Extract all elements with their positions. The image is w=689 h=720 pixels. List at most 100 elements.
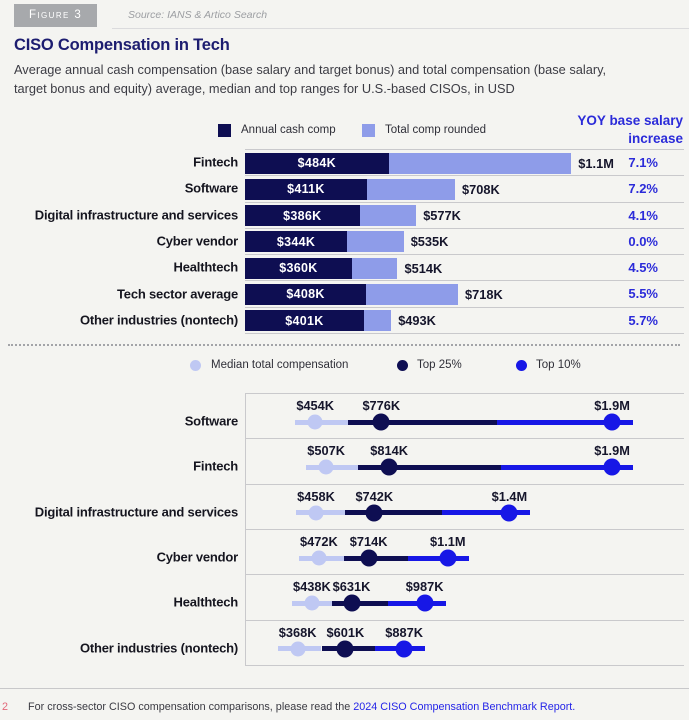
- range-segment-top25: [357, 464, 501, 470]
- bar-chart-row: Digital infrastructure and services $386K…: [0, 201, 684, 228]
- category-cell: Software: [0, 175, 245, 201]
- legend-dot-top10: [516, 360, 527, 371]
- source-text: Source: IANS & Artico Search: [128, 9, 268, 21]
- category-label: Healthtech: [173, 259, 239, 275]
- category-label: Software: [184, 413, 239, 429]
- cash-comp-value-label: $484K: [297, 156, 336, 170]
- page-subtitle: Average annual cash compensation (base s…: [14, 62, 607, 97]
- total-comp-value-label: $1.1M: [578, 155, 614, 171]
- total-comp-value-label: $577K: [423, 208, 461, 224]
- cash-comp-value-label: $411K: [287, 182, 325, 197]
- footnote-marker: 2: [2, 701, 9, 713]
- total-comp-value-label: $535K: [410, 234, 449, 250]
- chart2-left-axis-line: [245, 393, 246, 665]
- total-comp-bar: [359, 205, 417, 227]
- top10-value-label: $887K: [385, 624, 423, 640]
- dot-chart-row: Digital infrastructure and services $458K…: [0, 483, 684, 529]
- footnote-text: For cross-sector CISO compensation compa…: [28, 701, 575, 713]
- top10-value-label: $987K: [405, 579, 444, 595]
- cash-comp-bar: $408K: [245, 283, 366, 305]
- legend-swatch-total-comp: [362, 124, 375, 137]
- bar-group: $408K $718K: [245, 283, 503, 305]
- bar-group: $411K $708K: [245, 178, 500, 200]
- footer-divider: [0, 688, 689, 689]
- bar-plot-area: $484K $1.1M 7.1%: [245, 149, 684, 175]
- bar-chart-row: Software $411K $708K 7.2%: [0, 175, 684, 201]
- yoy-value: 4.1%: [628, 207, 658, 223]
- category-label: Tech sector average: [117, 286, 238, 302]
- median-dot: [304, 595, 320, 611]
- top10-dot: [500, 504, 518, 522]
- category-cell: Healthtech: [0, 254, 245, 280]
- total-comp-value-label: $708K: [461, 181, 500, 197]
- total-comp-bar: [388, 152, 572, 174]
- bar-plot-area: $411K $708K 7.2%: [245, 175, 684, 201]
- category-label: Other industries (nontech): [79, 640, 238, 656]
- range-segment-top10: [441, 510, 531, 516]
- category-cell: Other industries (nontech): [0, 307, 245, 333]
- comp-range-dot-chart: Software $454K $776K $1.9M Fintech $507K $814K…: [0, 393, 684, 665]
- dot-plot-area: $472K $714K $1.1M: [245, 529, 684, 574]
- median-value-label: $507K: [307, 443, 345, 459]
- bar-plot-area: $386K $577K 4.1%: [245, 201, 684, 228]
- cash-comp-value-label: $360K: [279, 261, 318, 276]
- yoy-column-header: YOY base salary increase: [577, 113, 683, 147]
- cash-comp-value-label: $386K: [283, 208, 322, 223]
- cash-comp-value-label: $344K: [276, 234, 316, 249]
- legend-label-cash-comp: Annual cash comp: [241, 124, 336, 136]
- category-label: Healthtech: [173, 594, 239, 610]
- chart2-bottom-gridline: [245, 665, 684, 666]
- category-cell: Cyber vendor: [0, 529, 245, 574]
- bar-group: $344K $535K: [245, 231, 449, 253]
- dot-chart-row: Software $454K $776K $1.9M: [0, 393, 684, 438]
- bar-chart-row: Tech sector average $408K $718K 5.5%: [0, 280, 684, 306]
- category-cell: Other industries (nontech): [0, 620, 245, 665]
- top25-dot: [365, 504, 383, 522]
- cash-comp-value-label: $401K: [285, 313, 324, 328]
- top25-dot: [360, 549, 378, 567]
- category-label: Software: [184, 180, 239, 196]
- legend-label-total-comp: Total comp rounded: [385, 124, 487, 136]
- top10-value-label: $1.9M: [594, 443, 630, 459]
- total-comp-bar: [347, 231, 404, 253]
- total-comp-bar: [363, 310, 392, 332]
- category-cell: Fintech: [0, 149, 245, 175]
- bar-chart-row: Healthtech $360K $514K 4.5%: [0, 254, 684, 280]
- top10-value-label: $1.1M: [430, 534, 466, 550]
- cash-comp-bar: $411K: [245, 178, 367, 200]
- category-label: Cyber vendor: [156, 233, 239, 249]
- legend-swatch-cash-comp: [218, 124, 231, 137]
- yoy-value: 0.0%: [628, 233, 658, 249]
- top25-dot: [336, 640, 354, 658]
- category-cell: Healthtech: [0, 574, 245, 619]
- range-segment-top25: [345, 510, 442, 516]
- top10-dot: [603, 413, 621, 431]
- legend-dot-top25: [397, 360, 408, 371]
- median-value-label: $368K: [278, 624, 317, 640]
- total-comp-bar: [366, 283, 458, 305]
- bar-chart-row: Other industries (nontech) $401K $493K 5.7%: [0, 306, 684, 333]
- median-dot: [308, 505, 324, 521]
- bar-plot-area: $408K $718K 5.5%: [245, 280, 684, 306]
- dot-plot-area: $438K $631K $987K: [245, 574, 684, 619]
- category-cell: Tech sector average: [0, 280, 245, 306]
- bar-group: $386K $577K: [245, 205, 461, 227]
- category-cell: Cyber vendor: [0, 228, 245, 254]
- median-value-label: $458K: [297, 488, 335, 504]
- top25-dot: [343, 594, 360, 612]
- range-segment-top10: [500, 464, 634, 470]
- bar-group: $360K $514K: [245, 257, 443, 279]
- bar-plot-area: $360K $514K 4.5%: [245, 254, 684, 280]
- page-title: CISO Compensation in Tech: [14, 36, 230, 54]
- yoy-value: 4.5%: [628, 260, 658, 276]
- category-cell: Digital infrastructure and services: [0, 202, 245, 228]
- dot-plot-area: $454K $776K $1.9M: [245, 393, 684, 438]
- category-label: Fintech: [193, 458, 238, 474]
- category-cell: Software: [0, 393, 245, 438]
- category-label: Digital infrastructure and services: [34, 207, 238, 223]
- top10-value-label: $1.4M: [491, 488, 528, 504]
- top25-value-label: $776K: [362, 398, 401, 413]
- total-comp-value-label: $514K: [404, 260, 443, 276]
- benchmark-report-link[interactable]: 2024 CISO Compensation Benchmark Report.: [353, 701, 576, 713]
